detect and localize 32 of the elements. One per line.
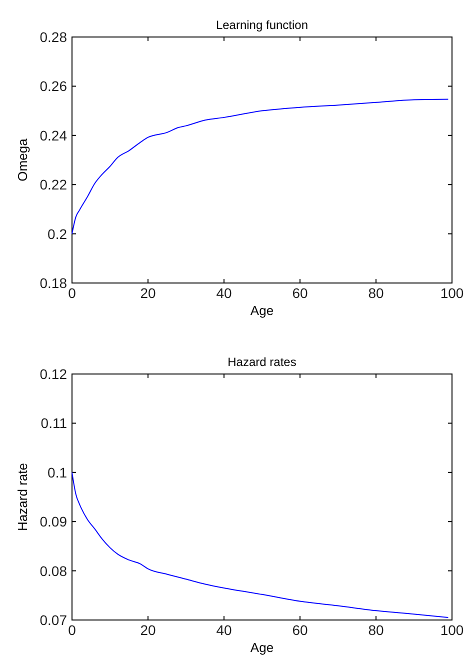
y-tick-label: 0.09 bbox=[40, 514, 68, 530]
x-tick-label: 80 bbox=[368, 622, 384, 638]
line-series bbox=[72, 472, 449, 618]
y-tick-label: 0.1 bbox=[48, 464, 68, 480]
line-series bbox=[72, 98, 449, 234]
x-tick-label: 0 bbox=[68, 622, 76, 638]
y-tick-label: 0.12 bbox=[40, 366, 68, 382]
x-tick-label: 20 bbox=[140, 622, 156, 638]
y-tick-label: 0.26 bbox=[40, 78, 68, 94]
x-tick-label: 60 bbox=[292, 285, 308, 301]
y-tick-label: 0.22 bbox=[40, 176, 68, 193]
x-tick-label: 100 bbox=[440, 622, 464, 638]
x-tick-label: 100 bbox=[440, 285, 464, 301]
x-axis-title: Age bbox=[250, 640, 274, 655]
y-axis-title: Hazard rate bbox=[15, 463, 30, 531]
x-tick-label: 80 bbox=[368, 285, 384, 301]
chart-title: Learning function bbox=[216, 18, 308, 32]
x-tick-label: 40 bbox=[216, 285, 232, 301]
y-tick-label: 0.24 bbox=[40, 127, 68, 144]
chart-title: Hazard rates bbox=[228, 355, 296, 369]
y-tick-label: 0.28 bbox=[40, 29, 68, 45]
x-tick-label: 0 bbox=[68, 285, 76, 301]
x-axis-title: Age bbox=[250, 303, 274, 318]
x-tick-label: 40 bbox=[216, 622, 232, 638]
y-tick-label: 0.11 bbox=[40, 415, 68, 432]
y-axis-title: Omega bbox=[15, 138, 30, 182]
y-tick-label: 0.07 bbox=[40, 612, 68, 628]
x-tick-label: 60 bbox=[292, 622, 308, 638]
x-tick-label: 20 bbox=[140, 285, 156, 301]
y-tick-label: 0.18 bbox=[40, 275, 68, 291]
y-tick-label: 0.08 bbox=[40, 562, 68, 579]
y-tick-label: 0.2 bbox=[48, 226, 68, 242]
